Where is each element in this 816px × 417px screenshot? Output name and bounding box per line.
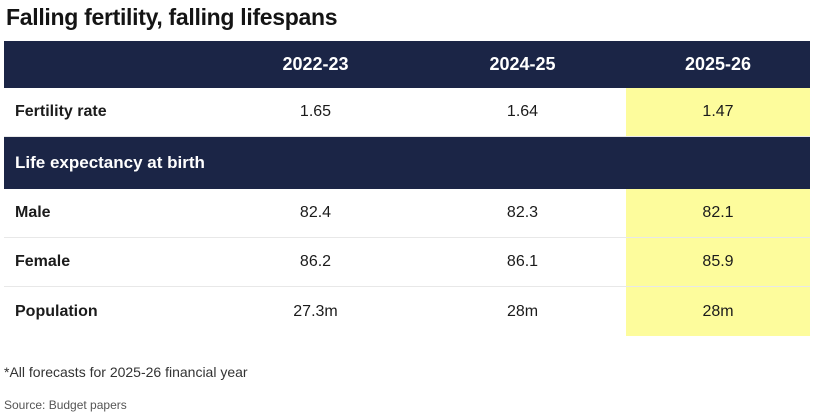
column-header: 2022-23 [282,54,349,74]
highlighted-cell: 85.9 [626,238,810,286]
row-label: Population [15,302,98,320]
row-label: Female [15,253,71,270]
section-label: Life expectancy at birth [15,153,205,172]
highlighted-cell: 1.47 [626,88,810,136]
column-header: 2025-26 [684,54,752,74]
table-cell: 82.4 [299,204,332,221]
section-header-row: Life expectancy at birth [4,137,810,189]
table-cell: 82.3 [506,204,539,221]
table-cell: 28m [506,302,539,320]
table-cell: 86.2 [299,253,332,270]
table-row: Population 27.3m 28m 28m [4,287,810,336]
data-table: 2022-23 2024-25 2025-26 Fertility rate 1… [4,41,810,336]
header-blank-cell [4,41,212,88]
row-label: Male [15,204,51,221]
table-row: Male 82.4 82.3 82.1 [4,189,810,238]
table-cell: 86.1 [506,253,539,270]
row-label: Fertility rate [15,103,107,120]
highlighted-cell: 28m [626,287,810,336]
table-cell: 1.65 [299,103,332,120]
footnote: *All forecasts for 2025-26 financial yea… [4,364,248,380]
highlighted-cell: 82.1 [626,189,810,237]
table-row: Fertility rate 1.65 1.64 1.47 [4,88,810,137]
table-cell: 27.3m [293,302,338,320]
table-cell: 1.64 [506,103,539,120]
table-row: Female 86.2 86.1 85.9 [4,238,810,287]
source-note: Source: Budget papers [4,398,127,412]
chart-title: Falling fertility, falling lifespans [6,4,338,30]
table-header-row: 2022-23 2024-25 2025-26 [4,41,810,88]
column-header: 2024-25 [489,54,556,74]
